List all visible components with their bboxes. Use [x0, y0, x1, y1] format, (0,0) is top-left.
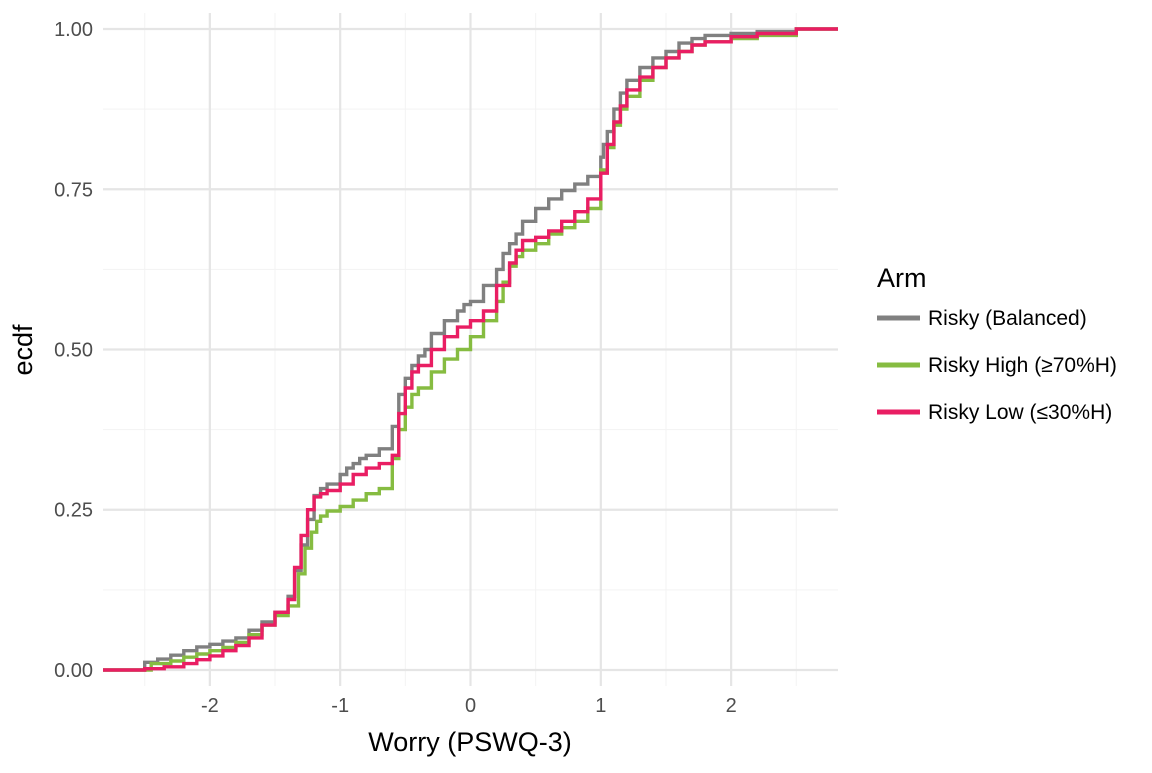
y-tick-label: 0.00: [54, 660, 93, 682]
legend-label-high: Risky High (≥70%H): [928, 354, 1117, 377]
y-tick-label: 0.25: [54, 500, 93, 522]
series-line-2: [103, 27, 838, 672]
series-line-0: [103, 27, 838, 672]
x-axis-title: Worry (PSWQ-3): [368, 727, 572, 757]
series-layer: [103, 27, 838, 672]
y-tick-label: 1.00: [54, 19, 93, 41]
x-tick-label: -1: [331, 695, 349, 717]
legend-title: Arm: [877, 263, 927, 293]
x-tick-label: -2: [201, 695, 219, 717]
y-tick-label: 0.75: [54, 179, 93, 201]
y-tick-label: 0.50: [54, 340, 93, 362]
legend-label-low: Risky Low (≤30%H): [928, 401, 1112, 424]
x-tick-label: 1: [595, 695, 606, 717]
x-tick-label: 0: [465, 695, 476, 717]
x-tick-label: 2: [726, 695, 737, 717]
legend-label-balanced: Risky (Balanced): [928, 307, 1087, 330]
axis-layer: -2 -1 0 1 2 0.00 0.25 0.50 0.75 1.00: [54, 19, 737, 717]
legend: Arm Risky (Balanced) Risky High (≥70%H) …: [877, 263, 1117, 424]
y-axis-title: ecdf: [8, 324, 38, 376]
